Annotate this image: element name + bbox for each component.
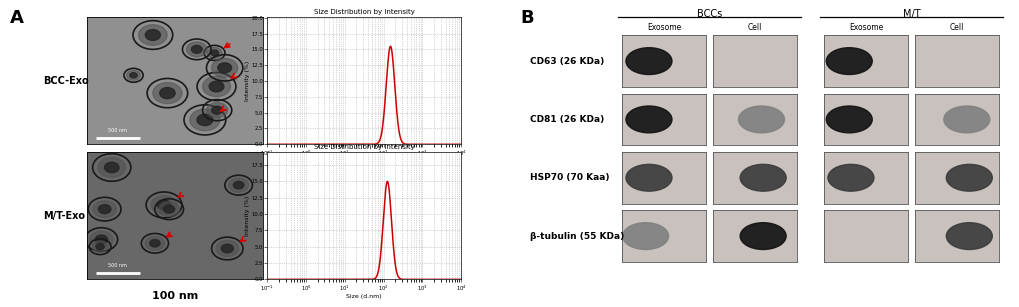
Text: B: B — [520, 9, 533, 27]
Ellipse shape — [738, 106, 784, 133]
Text: 500 nm: 500 nm — [108, 263, 127, 268]
Circle shape — [139, 25, 167, 45]
Ellipse shape — [626, 106, 672, 133]
Circle shape — [98, 205, 111, 214]
Circle shape — [92, 241, 108, 252]
Circle shape — [157, 200, 170, 210]
Text: CD81 (26 KDa): CD81 (26 KDa) — [530, 115, 604, 124]
Circle shape — [186, 42, 207, 57]
Circle shape — [163, 205, 174, 213]
Text: 500 nm: 500 nm — [108, 128, 127, 133]
Ellipse shape — [740, 164, 786, 191]
Ellipse shape — [626, 48, 672, 75]
Circle shape — [192, 45, 202, 53]
Text: HSP70 (70 Kaa): HSP70 (70 Kaa) — [530, 173, 609, 182]
Ellipse shape — [626, 164, 672, 191]
Circle shape — [150, 239, 160, 247]
Circle shape — [93, 201, 116, 218]
Text: CD63 (26 KDa): CD63 (26 KDa) — [530, 56, 604, 66]
Circle shape — [203, 76, 230, 97]
Text: A: A — [10, 9, 24, 27]
Y-axis label: Intensity (%): Intensity (%) — [245, 196, 250, 236]
Circle shape — [159, 202, 179, 217]
Circle shape — [221, 244, 233, 253]
Circle shape — [216, 240, 238, 257]
Circle shape — [96, 244, 104, 250]
Ellipse shape — [946, 164, 991, 191]
Ellipse shape — [946, 223, 991, 250]
Ellipse shape — [740, 223, 786, 250]
Circle shape — [145, 29, 160, 41]
Circle shape — [160, 87, 175, 99]
Text: M/T: M/T — [902, 9, 919, 19]
Text: BCCs: BCCs — [696, 9, 721, 19]
Text: Cell: Cell — [747, 23, 761, 32]
Text: Cell: Cell — [949, 23, 963, 32]
Circle shape — [151, 196, 176, 214]
Ellipse shape — [622, 223, 668, 250]
Circle shape — [207, 103, 227, 118]
Circle shape — [233, 181, 244, 189]
Circle shape — [210, 50, 218, 56]
Title: Size Distribution by Intensity: Size Distribution by Intensity — [314, 144, 414, 150]
Circle shape — [90, 231, 113, 248]
Circle shape — [197, 114, 213, 126]
Text: 100 nm: 100 nm — [152, 291, 198, 301]
Circle shape — [98, 157, 125, 177]
Circle shape — [217, 63, 231, 73]
X-axis label: Size (d.nm): Size (d.nm) — [346, 159, 381, 164]
Circle shape — [126, 70, 141, 80]
Text: Exosome: Exosome — [848, 23, 882, 32]
Circle shape — [145, 236, 164, 250]
Circle shape — [95, 235, 107, 244]
Circle shape — [211, 58, 237, 77]
Ellipse shape — [943, 106, 988, 133]
Circle shape — [228, 178, 249, 192]
Ellipse shape — [827, 164, 873, 191]
Circle shape — [104, 162, 119, 173]
Ellipse shape — [825, 48, 871, 75]
Ellipse shape — [825, 106, 871, 133]
Circle shape — [207, 48, 222, 58]
Circle shape — [209, 81, 223, 92]
Circle shape — [211, 106, 222, 114]
Text: β-tubulin (55 KDa): β-tubulin (55 KDa) — [530, 231, 624, 241]
Circle shape — [129, 73, 137, 78]
Y-axis label: Intensity (%): Intensity (%) — [245, 60, 250, 101]
Text: BCC-Exo: BCC-Exo — [43, 76, 89, 86]
Title: Size Distribution by Intensity: Size Distribution by Intensity — [314, 9, 414, 15]
Text: Exosome: Exosome — [646, 23, 681, 32]
Circle shape — [153, 83, 181, 104]
Text: M/T-Exo: M/T-Exo — [43, 211, 85, 221]
Circle shape — [190, 109, 220, 131]
X-axis label: Size (d.nm): Size (d.nm) — [346, 294, 381, 299]
